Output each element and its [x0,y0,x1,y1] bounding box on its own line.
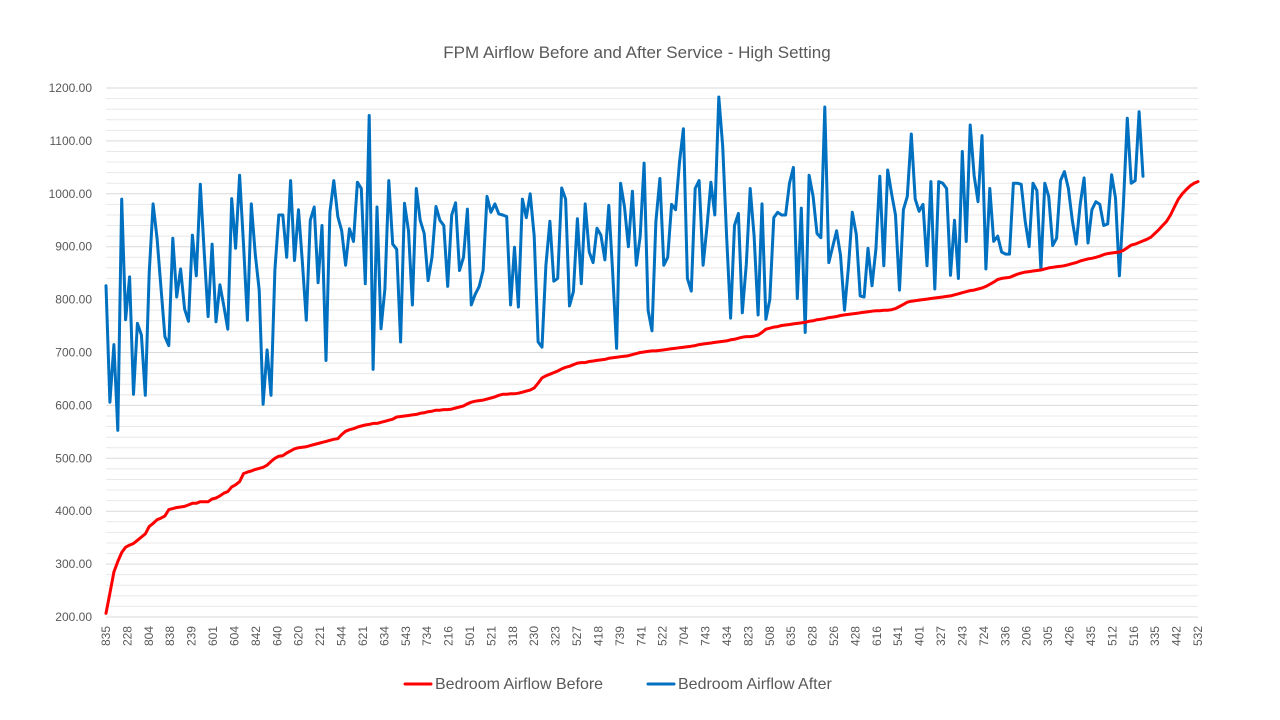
x-tick-label: 527 [570,626,584,646]
x-tick-label: 428 [848,626,862,646]
x-tick-label: 323 [549,626,563,646]
x-tick-label: 628 [806,626,820,646]
chart-title: FPM Airflow Before and After Service - H… [443,43,830,62]
y-tick-label: 1000.00 [49,187,93,201]
x-tick-label: 804 [142,626,156,646]
x-tick-label: 206 [1020,626,1034,646]
x-tick-label: 501 [463,626,477,646]
x-tick-label: 516 [1127,626,1141,646]
x-tick-label: 616 [870,626,884,646]
x-tick-label: 835 [99,626,113,646]
x-tick-label: 336 [998,626,1012,646]
series-line-before [104,180,1200,615]
y-axis-ticks: 200.00 300.00 400.00 500.00 600.00 700.00 800.… [49,81,93,624]
x-tick-label: 541 [891,626,905,646]
x-tick-label: 743 [699,626,713,646]
x-tick-label: 442 [1170,626,1184,646]
x-tick-label: 704 [677,626,691,646]
y-tick-label: 1100.00 [50,134,93,148]
x-tick-label: 544 [335,626,349,646]
legend-label-after: Bedroom Airflow After [678,676,833,693]
x-tick-label: 724 [977,626,991,646]
series-lines [104,95,1200,615]
x-tick-label: 418 [591,626,605,646]
x-tick-label: 230 [527,626,541,646]
y-tick-label: 200.00 [55,610,92,624]
x-tick-label: 635 [784,626,798,646]
x-tick-label: 521 [484,626,498,646]
y-tick-label: 300.00 [55,557,92,571]
x-tick-label: 228 [120,626,134,646]
x-tick-label: 216 [442,626,456,646]
x-tick-label: 318 [506,626,520,646]
x-tick-label: 734 [420,626,434,646]
x-tick-label: 739 [613,626,627,646]
x-tick-label: 526 [827,626,841,646]
x-tick-label: 838 [163,626,177,646]
y-tick-label: 600.00 [55,398,92,412]
x-tick-label: 239 [185,626,199,646]
x-tick-label: 842 [249,626,263,646]
x-tick-label: 522 [656,626,670,646]
legend: Bedroom Airflow Before Bedroom Airflow Af… [403,676,833,693]
series-line-after [104,95,1145,432]
x-tick-label: 601 [206,626,220,646]
legend-label-before: Bedroom Airflow Before [435,676,603,693]
y-tick-label: 400.00 [55,504,92,518]
x-tick-label: 426 [1063,626,1077,646]
x-tick-label: 620 [292,626,306,646]
x-tick-label: 401 [913,626,927,646]
x-tick-label: 434 [720,626,734,646]
y-tick-label: 700.00 [55,346,92,360]
x-tick-label: 508 [763,626,777,646]
x-tick-label: 305 [1041,626,1055,646]
x-tick-label: 512 [1105,626,1119,646]
gridlines [106,87,1198,618]
x-tick-label: 532 [1191,626,1205,646]
x-tick-label: 243 [955,626,969,646]
x-tick-label: 335 [1148,626,1162,646]
x-tick-label: 221 [313,626,327,646]
x-tick-label: 741 [634,626,648,646]
x-tick-label: 823 [741,626,755,646]
y-tick-label: 1200.00 [49,81,93,95]
x-tick-label: 327 [934,626,948,646]
x-tick-label: 634 [377,626,391,646]
y-tick-label: 900.00 [55,240,92,254]
y-tick-label: 500.00 [55,451,92,465]
x-tick-label: 640 [270,626,284,646]
x-tick-label: 543 [399,626,413,646]
y-tick-label: 800.00 [55,293,92,307]
x-tick-label: 604 [227,626,241,646]
x-axis-ticks: 835 228 804 838 239 601 604 842 640 620 221 544 621 6… [99,626,1205,646]
x-tick-label: 435 [1084,626,1098,646]
x-tick-label: 621 [356,626,370,646]
